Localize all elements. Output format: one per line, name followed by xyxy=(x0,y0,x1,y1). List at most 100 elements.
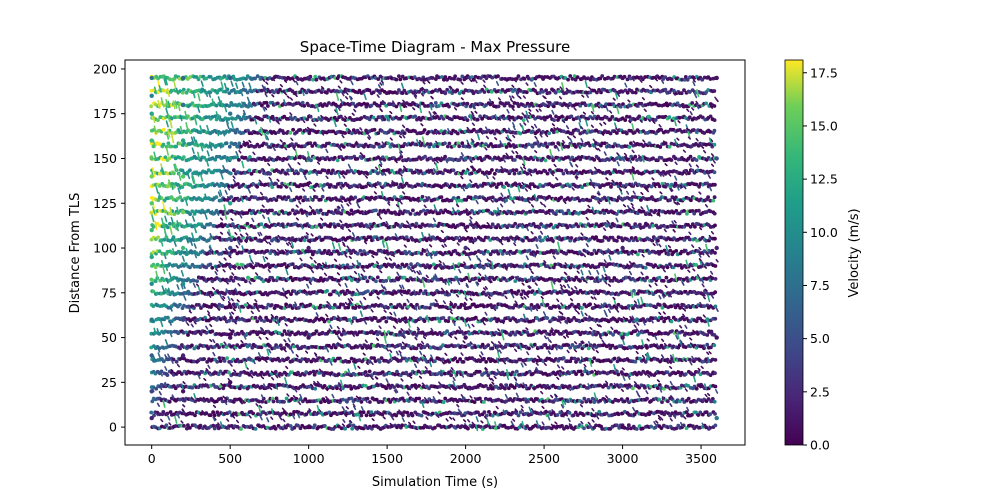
data-point xyxy=(251,411,256,416)
data-point xyxy=(377,359,382,364)
data-point xyxy=(161,410,166,414)
data-point xyxy=(190,343,194,348)
data-point xyxy=(590,396,595,401)
data-point xyxy=(359,413,364,418)
data-point xyxy=(239,398,243,403)
data-point xyxy=(278,399,282,404)
data-point xyxy=(610,400,615,404)
data-point xyxy=(149,410,154,415)
data-point xyxy=(637,424,642,428)
data-point xyxy=(414,221,419,226)
data-point xyxy=(261,410,266,415)
data-point xyxy=(384,386,389,391)
data-point xyxy=(506,238,511,243)
data-point xyxy=(670,411,674,416)
data-point xyxy=(167,399,172,404)
data-point xyxy=(402,398,407,403)
data-point xyxy=(206,277,211,282)
data-point xyxy=(712,211,717,216)
data-point xyxy=(290,330,294,335)
data-point xyxy=(598,398,603,403)
data-point xyxy=(358,248,363,253)
plot-area xyxy=(124,59,746,446)
data-point xyxy=(271,399,276,404)
data-point xyxy=(713,223,717,228)
data-point xyxy=(414,396,419,401)
data-point xyxy=(251,398,256,402)
data-point xyxy=(247,385,251,389)
data-point xyxy=(615,423,619,428)
data-point xyxy=(504,399,509,404)
data-point xyxy=(262,319,267,323)
data-point xyxy=(684,426,689,430)
data-point xyxy=(535,238,539,242)
data-point xyxy=(368,400,372,404)
data-point xyxy=(582,426,586,431)
data-point xyxy=(665,399,670,404)
data-point xyxy=(400,423,405,428)
data-point xyxy=(626,423,631,428)
data-point xyxy=(581,413,586,417)
data-point xyxy=(680,413,684,418)
data-point xyxy=(669,319,674,324)
data-point xyxy=(439,195,444,200)
data-point xyxy=(532,342,537,347)
data-point xyxy=(430,411,435,416)
data-point xyxy=(273,426,278,431)
data-point xyxy=(713,251,717,255)
data-point xyxy=(410,413,415,418)
data-point xyxy=(290,262,295,266)
data-point xyxy=(518,398,523,402)
data-point xyxy=(215,359,220,364)
data-point xyxy=(361,410,366,415)
data-point xyxy=(573,425,578,430)
data-point xyxy=(375,275,380,280)
data-point xyxy=(351,423,356,428)
data-point xyxy=(301,198,306,203)
data-point xyxy=(365,279,370,284)
data-point xyxy=(411,208,415,213)
data-point xyxy=(708,412,713,416)
data-point xyxy=(466,236,471,240)
data-point xyxy=(318,208,323,213)
data-point xyxy=(364,413,369,418)
data-point xyxy=(441,400,446,405)
data-point xyxy=(604,411,609,416)
data-point xyxy=(316,425,321,429)
data-point xyxy=(186,423,190,428)
data-point xyxy=(202,357,207,361)
data-point xyxy=(713,277,718,281)
data-point xyxy=(537,235,542,240)
data-point xyxy=(350,410,354,415)
data-point xyxy=(588,399,593,404)
data-point xyxy=(157,412,162,417)
data-point xyxy=(660,400,664,404)
data-point xyxy=(521,238,525,243)
data-point xyxy=(366,410,371,414)
data-point xyxy=(666,252,671,257)
data-point xyxy=(281,250,286,255)
data-point xyxy=(304,412,309,417)
data-points xyxy=(149,74,719,432)
data-point xyxy=(168,410,173,414)
data-point xyxy=(374,208,378,213)
data-point xyxy=(588,198,593,203)
data-point xyxy=(484,360,488,364)
data-point xyxy=(414,346,419,351)
data-point xyxy=(572,356,577,361)
data-point xyxy=(561,356,566,360)
data-point xyxy=(418,289,423,293)
data-point xyxy=(631,386,635,391)
data-point xyxy=(178,346,183,351)
data-point xyxy=(422,399,427,404)
data-point xyxy=(647,225,652,229)
data-point xyxy=(616,412,621,417)
data-point xyxy=(235,302,239,307)
data-point xyxy=(573,410,578,415)
data-point xyxy=(243,279,248,284)
data-point xyxy=(165,373,170,377)
data-point xyxy=(253,315,258,320)
data-point xyxy=(259,222,264,227)
data-point xyxy=(529,303,534,307)
data-point xyxy=(350,426,355,431)
